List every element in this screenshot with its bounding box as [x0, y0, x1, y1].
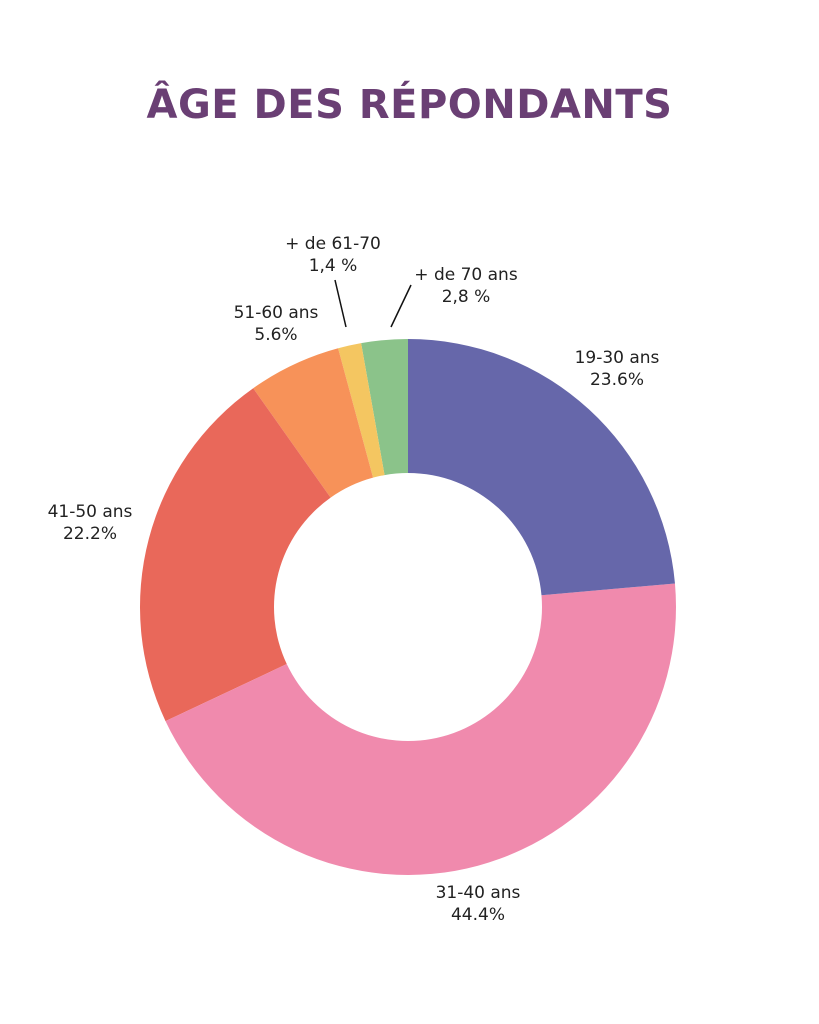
slice-label-51-60: 51-60 ans 5.6% [196, 302, 356, 346]
slice-label-text: + de 61-70 [285, 234, 381, 254]
slice-label-61-70: + de 61-70 1,4 % [253, 233, 413, 277]
slice-value-text: 2,8 % [441, 287, 491, 307]
donut-slice-0 [408, 339, 675, 596]
slice-label-text: 19-30 ans [574, 348, 660, 368]
slice-value-text: 22.2% [62, 524, 117, 544]
chart-title: ÂGE DES RÉPONDANTS [146, 82, 673, 128]
leader-line-61-70 [334, 279, 347, 328]
donut-slice-4 [338, 343, 385, 478]
slice-value-text: 5.6% [254, 325, 298, 345]
slice-label-text: + de 70 ans [414, 265, 518, 285]
donut-slice-5 [361, 339, 408, 476]
slice-label-41-50: 41-50 ans 22.2% [10, 501, 170, 545]
slice-label-19-30: 19-30 ans 23.6% [537, 347, 697, 391]
slice-label-text: 41-50 ans [47, 502, 133, 522]
slice-label-31-40: 31-40 ans 44.4% [398, 882, 558, 926]
donut-slice-3 [253, 348, 374, 498]
leader-line-70-plus [390, 284, 412, 328]
slice-value-text: 1,4 % [308, 256, 358, 276]
donut-slice-2 [139, 388, 331, 722]
slice-value-text: 44.4% [450, 905, 505, 925]
donut-slice-1 [165, 583, 676, 875]
slice-value-text: 23.6% [589, 370, 644, 390]
slice-label-text: 51-60 ans [233, 303, 319, 323]
slice-label-70-plus: + de 70 ans 2,8 % [386, 264, 546, 308]
slice-label-text: 31-40 ans [435, 883, 521, 903]
